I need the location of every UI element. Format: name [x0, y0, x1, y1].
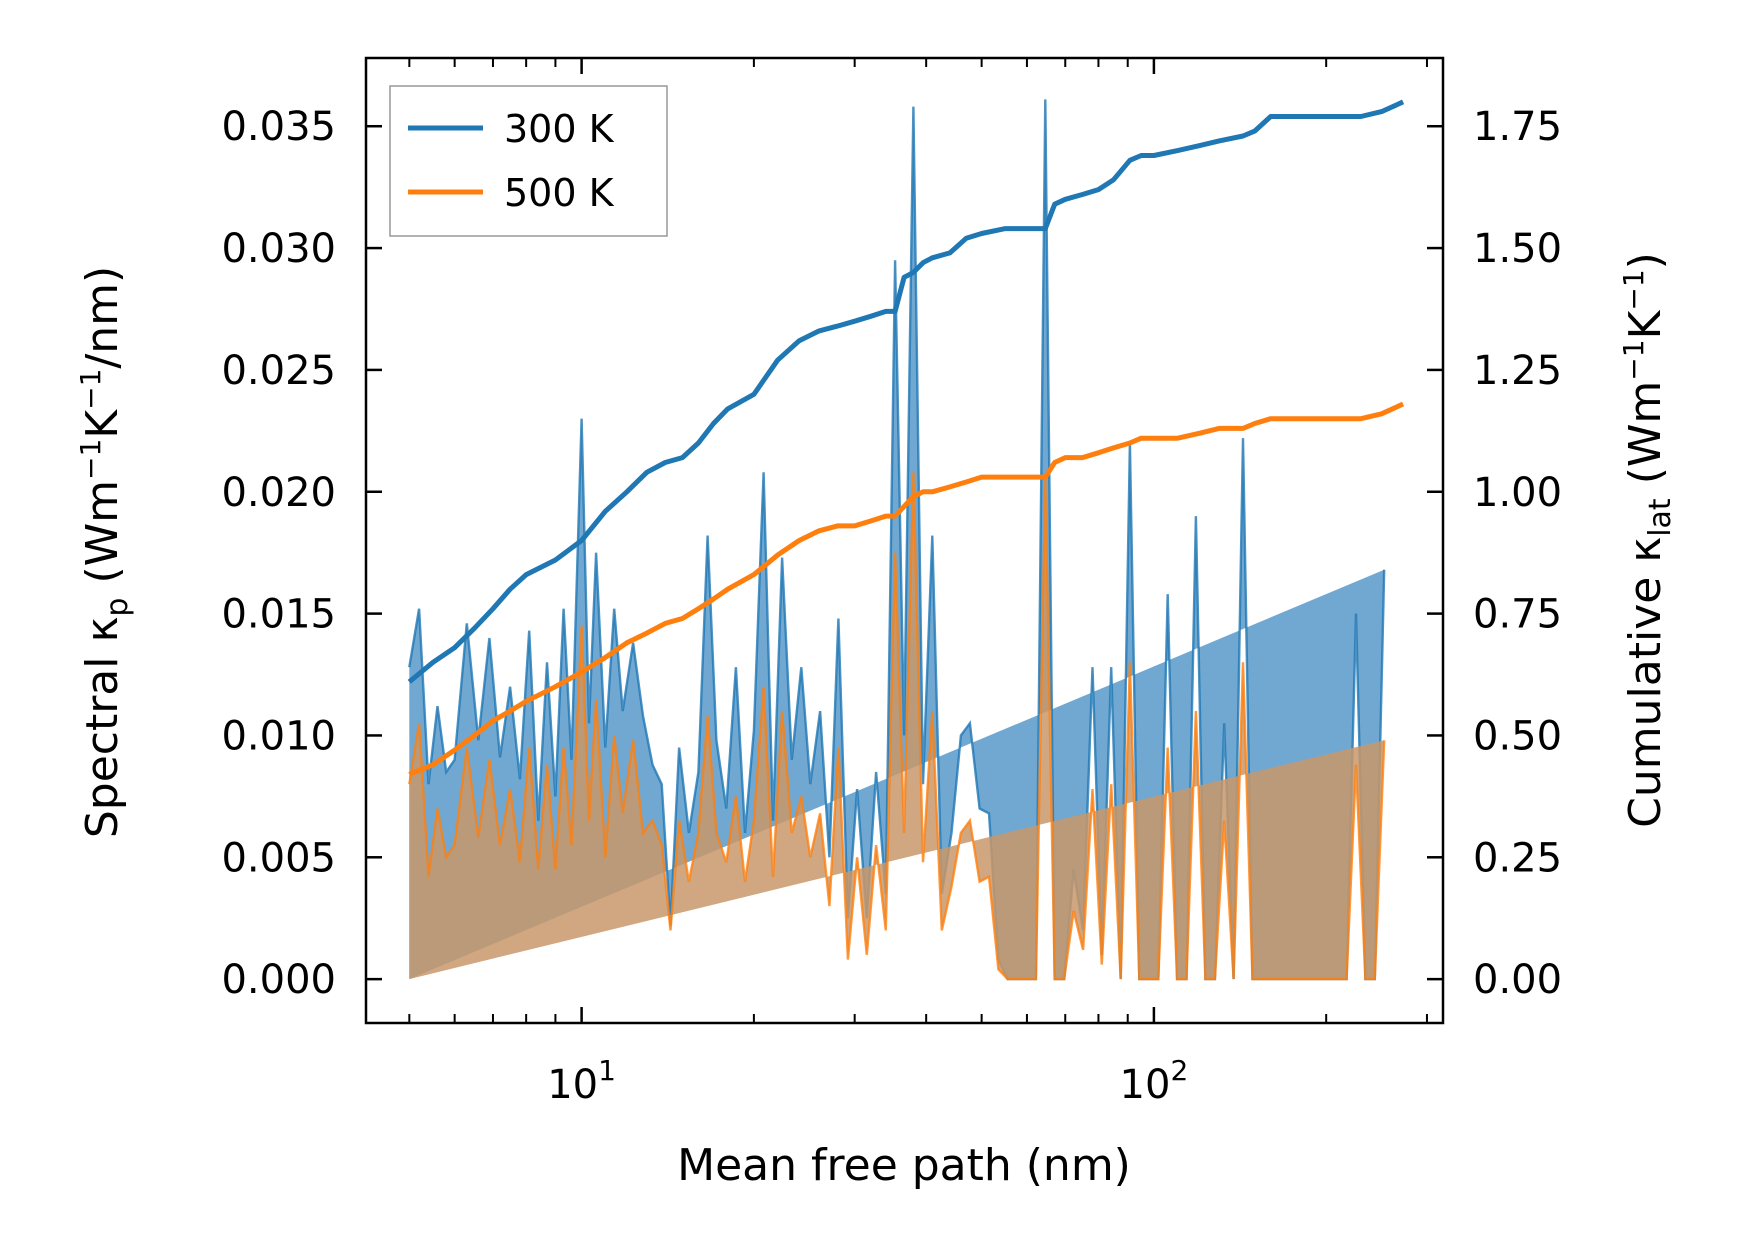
- spectral-fills: [408, 99, 1386, 981]
- legend-label-500k: 500 K: [504, 171, 615, 215]
- y-left-tick-label: 0.020: [221, 470, 336, 516]
- y-right-tick-label: 0.00: [1473, 957, 1562, 1003]
- cumulative-line-300k: [407, 99, 1405, 684]
- y-left-tick-label: 0.015: [221, 592, 336, 638]
- x-tick-label: 101: [547, 1054, 616, 1108]
- y-right-tick-label: 0.50: [1473, 713, 1562, 759]
- axes: [364, 56, 1445, 1025]
- spectral-area-300k: [409, 99, 1385, 980]
- plot-frame: [364, 56, 1445, 1025]
- y-axis-right-label: Cumulative κlat (Wm−1K−1): [1617, 252, 1678, 828]
- y-left-tick-label: 0.000: [221, 957, 336, 1003]
- spectral-line-500k: [408, 472, 1386, 981]
- y-right-tick-label: 1.25: [1473, 348, 1562, 394]
- tick-labels: 0.000 0.005 0.010 0.015 0.020 0.025 0.030 0.035…: [221, 104, 1562, 1108]
- x-tick-label: 102: [1120, 1054, 1189, 1108]
- y-left-tick-label: 0.010: [221, 713, 336, 759]
- y-right-tick-label: 1.00: [1473, 470, 1562, 516]
- y-left-tick-label: 0.030: [221, 226, 336, 272]
- y-right-tick-label: 1.75: [1473, 104, 1562, 150]
- y-right-tick-label: 1.50: [1473, 226, 1562, 272]
- y-left-tick-label: 0.005: [221, 835, 336, 881]
- legend-box: [389, 85, 668, 237]
- legend-label-300k: 300 K: [504, 107, 615, 151]
- y-axis-left-label: Spectral κp (Wm−1K−1/nm): [74, 266, 135, 838]
- y-right-tick-label: 0.75: [1473, 592, 1562, 638]
- x-axis-label: Mean free path (nm): [677, 1140, 1131, 1191]
- y-left-tick-label: 0.025: [221, 348, 336, 394]
- cumulative-lines: [407, 99, 1405, 777]
- y-right-tick-label: 0.25: [1473, 835, 1562, 881]
- y-left-tick-label: 0.035: [221, 104, 336, 150]
- cumulative-line-500k: [408, 401, 1405, 777]
- spectral-area-500k: [409, 472, 1385, 980]
- legend: 300 K 500 K: [389, 85, 668, 237]
